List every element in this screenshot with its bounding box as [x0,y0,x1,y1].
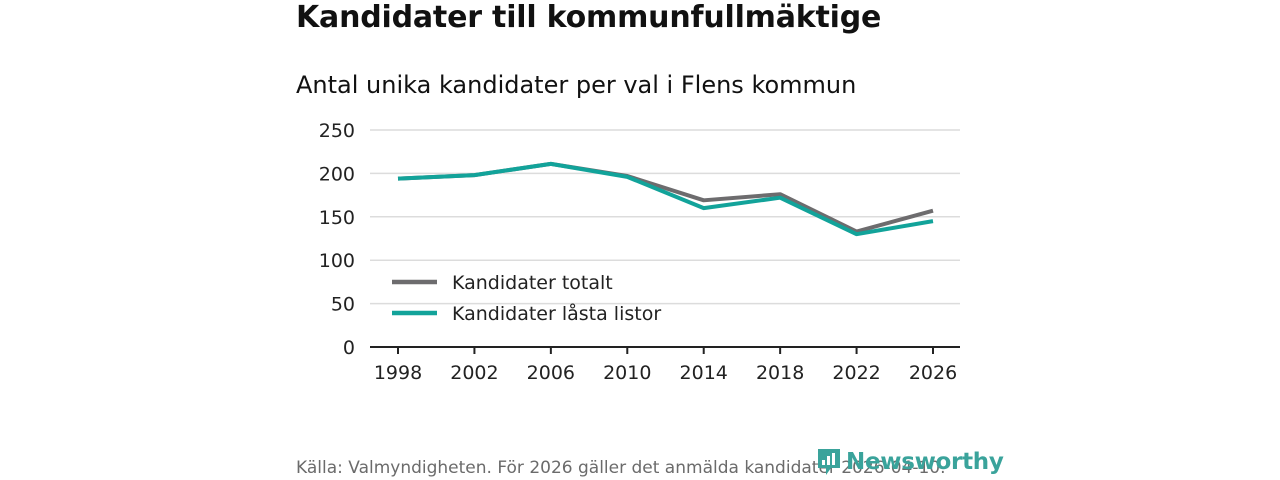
x-tick-label: 2022 [832,362,880,384]
y-tick-label: 250 [319,120,355,142]
chart-subtitle: Antal unika kandidater per val i Flens k… [296,71,857,99]
newsworthy-logo[interactable]: Newsworthy [816,446,1004,478]
x-tick-label: 2026 [909,362,957,384]
chart-title: Kandidater till kommunfullmäktige [296,0,882,35]
y-tick-label: 100 [319,250,355,272]
x-tick-label: 1998 [374,362,422,384]
source-note: Källa: Valmyndigheten. För 2026 gäller d… [296,458,946,478]
newsworthy-logo-text: Newsworthy [846,449,1004,475]
x-tick-label: 2018 [756,362,804,384]
x-tick-label: 2002 [450,362,498,384]
y-tick-label: 0 [343,337,355,359]
legend-label: Kandidater låsta listor [452,302,661,325]
newsworthy-logo-icon [818,449,840,475]
x-tick-label: 2014 [680,362,728,384]
series-line-locked [397,161,934,237]
y-tick-label: 50 [331,294,355,316]
legend-label: Kandidater totalt [452,272,613,294]
x-tick-label: 2010 [603,362,651,384]
x-tick-label: 2006 [527,362,575,384]
y-tick-label: 150 [319,207,355,229]
y-tick-label: 200 [319,163,355,185]
